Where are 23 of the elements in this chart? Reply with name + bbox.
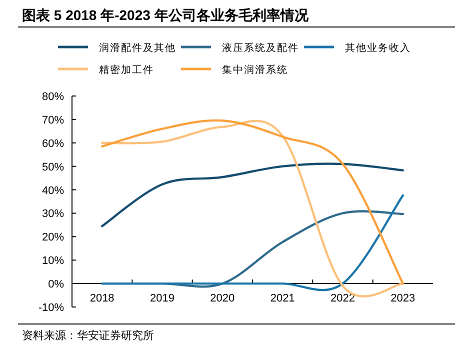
x-tick-label: 2020 [210,292,235,305]
y-tick-label: -10% [38,302,64,314]
y-tick-label: 70% [42,114,64,126]
x-tick-label: 2019 [150,292,174,305]
y-tick-label: 40% [42,184,64,197]
legend-label: 液压系统及配件 [222,42,299,54]
x-tick-label: 2021 [270,292,295,305]
y-tick-label: 80% [42,91,64,103]
x-tick-label: 2022 [330,292,355,305]
y-tick-label: 0% [48,278,64,291]
legend-label: 润滑配件及其他 [99,42,176,54]
y-tick-label: 20% [42,232,64,244]
legend-label: 其他业务收入 [345,42,411,54]
legend-label: 精密加工件 [99,64,154,76]
y-tick-label: 10% [42,255,64,268]
y-tick-label: 30% [42,208,64,220]
x-tick-label: 2023 [390,292,416,305]
legend-label: 集中润滑系统 [222,64,288,76]
y-tick-label: 60% [42,138,64,150]
text: 资料来源：华安证券研究所 [22,329,154,342]
y-tick-label: 50% [42,161,64,174]
x-tick-label: 2018 [90,292,114,305]
chart-title: 图表 5 2018 年-2023 年公司各业务毛利率情况 [22,7,310,23]
